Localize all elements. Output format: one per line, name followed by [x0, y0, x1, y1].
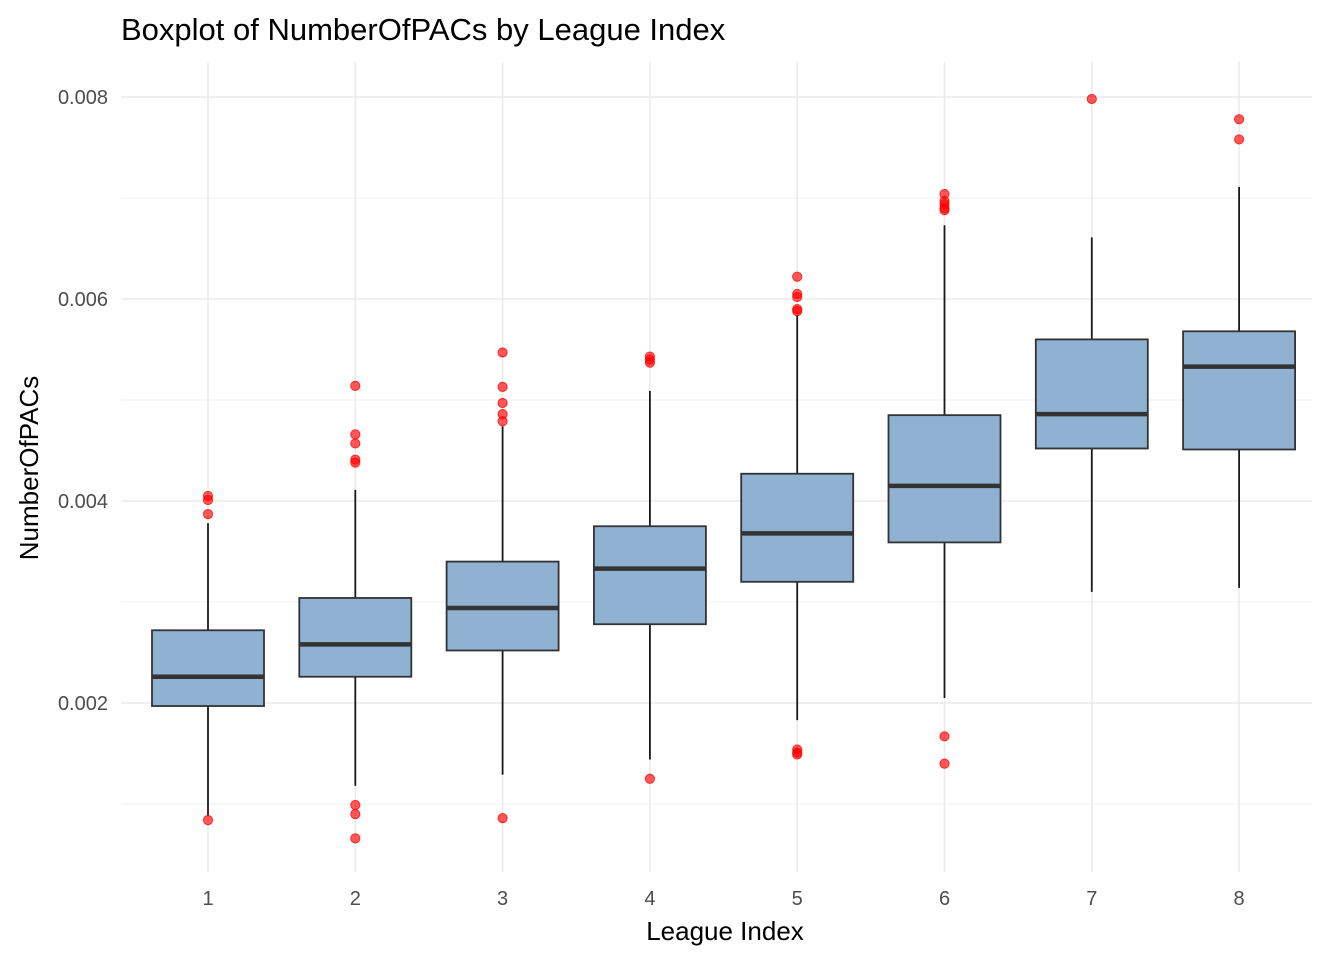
- outlier-point: [497, 416, 508, 427]
- outlier-point: [202, 815, 214, 826]
- x-tick-label: 8: [1234, 888, 1245, 910]
- outlier-point: [1234, 134, 1245, 145]
- grid-lines: [121, 62, 1312, 872]
- box-6: [887, 225, 1002, 698]
- outlier-point: [1234, 114, 1245, 125]
- box-2: [298, 489, 413, 786]
- x-tick-label: 7: [1086, 888, 1097, 910]
- y-tick-label: 0.002: [58, 693, 108, 715]
- box-3: [445, 426, 560, 775]
- x-tick-label: 4: [644, 888, 655, 910]
- outlier-point: [792, 306, 803, 317]
- iqr-box: [1034, 338, 1149, 450]
- outlier-point: [1086, 93, 1097, 105]
- outlier-point: [350, 438, 361, 449]
- outlier-point: [350, 429, 361, 440]
- y-tick-labels: 0.002 0.004 0.006 0.008: [58, 87, 108, 715]
- outlier-point: [350, 457, 361, 468]
- outlier-point: [350, 809, 361, 820]
- iqr-box: [298, 597, 413, 678]
- outlier-point: [497, 381, 508, 392]
- box-7: [1034, 237, 1149, 592]
- outlier-point: [202, 509, 214, 520]
- outlier-point: [792, 291, 803, 303]
- iqr-box: [151, 629, 265, 707]
- outlier-point: [497, 813, 508, 824]
- outlier-points: [202, 93, 1245, 844]
- outlier-point: [939, 758, 950, 769]
- x-tick-label: 1: [202, 888, 213, 910]
- iqr-box: [593, 525, 707, 626]
- outlier-point: [939, 205, 950, 216]
- boxes: [151, 186, 1296, 817]
- y-tick-label: 0.006: [58, 289, 108, 311]
- outlier-point: [939, 731, 950, 742]
- x-tick-label: 5: [792, 888, 803, 910]
- outlier-point: [350, 380, 361, 391]
- outlier-point: [792, 749, 803, 760]
- outlier-point: [497, 347, 508, 358]
- iqr-box: [887, 414, 1002, 544]
- x-tick-labels: 1 2 3 4 5 6 7 8: [202, 888, 1244, 910]
- iqr-box: [1182, 330, 1296, 451]
- outlier-point: [644, 357, 656, 368]
- x-axis-title: League Index: [646, 916, 804, 946]
- outlier-point: [644, 773, 656, 784]
- x-tick-label: 3: [497, 888, 508, 910]
- outlier-point: [350, 833, 361, 844]
- y-tick-label: 0.008: [58, 87, 108, 109]
- y-axis-title: NumberOfPACs: [14, 376, 44, 560]
- outlier-point: [202, 494, 214, 506]
- y-tick-label: 0.004: [58, 491, 108, 513]
- outlier-point: [792, 271, 803, 282]
- chart-title: Boxplot of NumberOfPACs by League Index: [121, 12, 726, 47]
- box-8: [1182, 186, 1296, 588]
- box-4: [593, 390, 707, 760]
- outlier-point: [350, 799, 361, 811]
- iqr-box: [740, 472, 855, 583]
- x-tick-label: 6: [939, 888, 950, 910]
- outlier-point: [497, 397, 508, 409]
- box-5: [740, 315, 855, 721]
- box-1: [151, 523, 265, 817]
- x-tick-label: 2: [350, 888, 361, 910]
